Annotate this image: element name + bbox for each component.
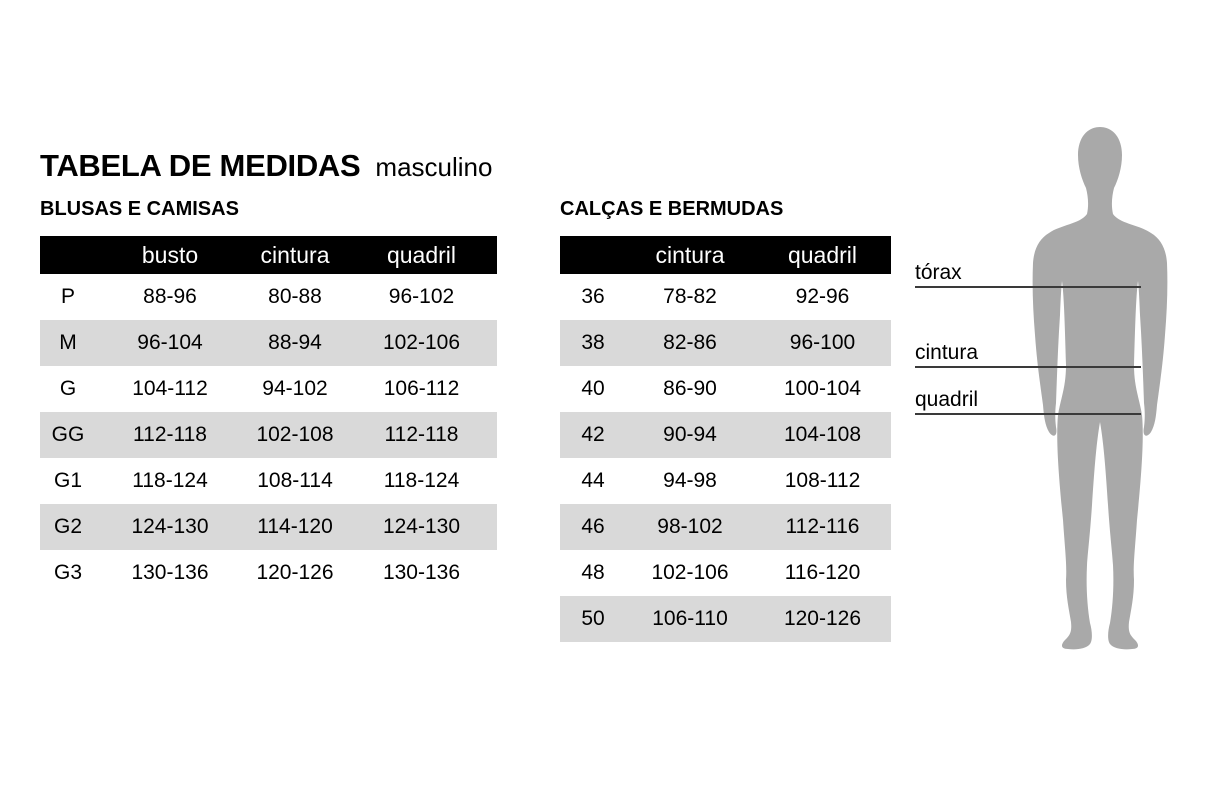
table-cell: 46 (560, 504, 626, 550)
table-cell: 96-104 (96, 320, 244, 366)
table-row: 40 86-90 100-104 (560, 366, 891, 412)
blusas-camisas-table: busto cintura quadril P 88-96 80-88 96-102 M 96… (40, 236, 497, 596)
table-cell: 78-82 (626, 274, 754, 320)
table-row: G3 130-136 120-126 130-136 (40, 550, 497, 596)
column-header: quadril (754, 236, 891, 274)
table-cell: M (40, 320, 96, 366)
section-title-blusas-e-camisas: BLUSAS E CAMISAS (40, 198, 239, 220)
table-cell: 42 (560, 412, 626, 458)
table-cell: 44 (560, 458, 626, 504)
table-cell: 114-120 (244, 504, 346, 550)
silhouette-shape (1032, 127, 1168, 650)
table-cell: G3 (40, 550, 96, 596)
table-cell: 90-94 (626, 412, 754, 458)
table-row: 46 98-102 112-116 (560, 504, 891, 550)
column-header: cintura (626, 236, 754, 274)
table-cell: 92-96 (754, 274, 891, 320)
male-body-silhouette (1032, 127, 1168, 650)
table-row: 48 102-106 116-120 (560, 550, 891, 596)
table-row: GG 112-118 102-108 112-118 (40, 412, 497, 458)
table-cell: G2 (40, 504, 96, 550)
page-title: TABELA DE MEDIDAS (40, 148, 361, 183)
table-cell: 48 (560, 550, 626, 596)
table-cell: 40 (560, 366, 626, 412)
table-cell: P (40, 274, 96, 320)
table-cell: 100-104 (754, 366, 891, 412)
table-cell: G1 (40, 458, 96, 504)
table-cell: 112-116 (754, 504, 891, 550)
table-cell: 96-102 (346, 274, 497, 320)
table-cell: 120-126 (244, 550, 346, 596)
table-row: 44 94-98 108-112 (560, 458, 891, 504)
table-cell: 118-124 (346, 458, 497, 504)
page-subtitle: masculino (375, 152, 493, 182)
table-cell: 82-86 (626, 320, 754, 366)
table-cell: 118-124 (96, 458, 244, 504)
page-title-row: TABELA DE MEDIDAS masculino (40, 148, 492, 184)
table-cell: GG (40, 412, 96, 458)
column-header (40, 236, 96, 274)
table-row: 38 82-86 96-100 (560, 320, 891, 366)
table-cell: 88-94 (244, 320, 346, 366)
table-cell: 116-120 (754, 550, 891, 596)
table-cell: 86-90 (626, 366, 754, 412)
table-row: M 96-104 88-94 102-106 (40, 320, 497, 366)
table-cell: 94-102 (244, 366, 346, 412)
table-cell: 102-106 (346, 320, 497, 366)
table-cell: 106-112 (346, 366, 497, 412)
table-header-row: busto cintura quadril (40, 236, 497, 274)
column-header: quadril (346, 236, 497, 274)
section-title-calcas-e-bermudas: CALÇAS E BERMUDAS (560, 198, 784, 220)
torax-label: tórax (915, 261, 962, 284)
column-header: busto (96, 236, 244, 274)
table-cell: 130-136 (96, 550, 244, 596)
table-row: G 104-112 94-102 106-112 (40, 366, 497, 412)
table-header-row: cintura quadril (560, 236, 891, 274)
column-header: cintura (244, 236, 346, 274)
table-row: G1 118-124 108-114 118-124 (40, 458, 497, 504)
table-cell: 108-112 (754, 458, 891, 504)
table-cell: 102-108 (244, 412, 346, 458)
quadril-guide-line (915, 413, 1141, 415)
table-cell: 94-98 (626, 458, 754, 504)
table-cell: 112-118 (346, 412, 497, 458)
table-cell: 124-130 (346, 504, 497, 550)
table-row: G2 124-130 114-120 124-130 (40, 504, 497, 550)
table-cell: 38 (560, 320, 626, 366)
table-cell: 88-96 (96, 274, 244, 320)
torax-guide-line (915, 286, 1141, 288)
cintura-guide-line (915, 366, 1141, 368)
cintura-label: cintura (915, 341, 979, 364)
table-cell: 106-110 (626, 596, 754, 642)
table-cell: 102-106 (626, 550, 754, 596)
table-cell: 120-126 (754, 596, 891, 642)
table-row: 50 106-110 120-126 (560, 596, 891, 642)
table-cell: 96-100 (754, 320, 891, 366)
table-cell: 50 (560, 596, 626, 642)
table-cell: 112-118 (96, 412, 244, 458)
table-cell: 98-102 (626, 504, 754, 550)
quadril-label: quadril (915, 388, 979, 411)
table-cell: 36 (560, 274, 626, 320)
table-cell: G (40, 366, 96, 412)
table-cell: 108-114 (244, 458, 346, 504)
table-cell: 104-108 (754, 412, 891, 458)
table-cell: 104-112 (96, 366, 244, 412)
table-cell: 80-88 (244, 274, 346, 320)
column-header (560, 236, 626, 274)
table-row: 42 90-94 104-108 (560, 412, 891, 458)
table-row: P 88-96 80-88 96-102 (40, 274, 497, 320)
table-row: 36 78-82 92-96 (560, 274, 891, 320)
table-cell: 130-136 (346, 550, 497, 596)
table-cell: 124-130 (96, 504, 244, 550)
calcas-bermudas-table: cintura quadril 36 78-82 92-96 38 82-86 96-100… (560, 236, 891, 642)
